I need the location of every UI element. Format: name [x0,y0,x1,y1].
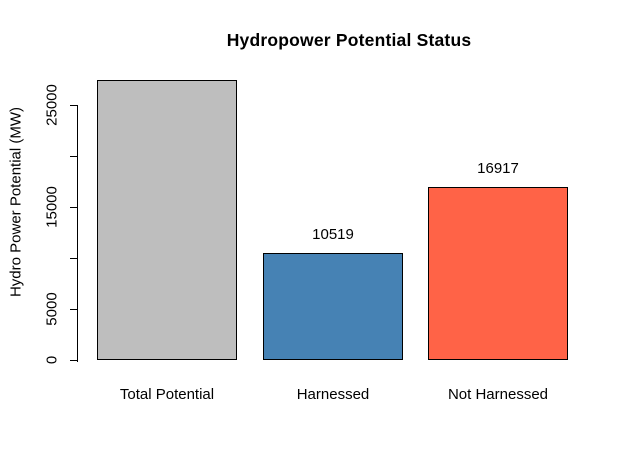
y-axis-tick [70,104,78,106]
bar-total-potential [97,80,237,360]
y-axis-tick-label: 5000 [43,292,61,326]
x-axis-category-label: Total Potential [119,386,215,403]
x-axis-category-label: Harnessed [296,386,370,403]
bar-value-label: 10519 [312,225,354,243]
y-axis-tick [70,359,78,361]
y-axis-title: Hydro Power Potential (MW) [7,106,25,298]
bar-harnessed [263,252,403,360]
y-axis-tick-label: 25000 [43,84,61,126]
y-axis-tick [70,308,78,310]
y-axis-tick [70,257,78,259]
y-axis-tick-label: 0 [43,355,61,365]
y-axis-tick [70,206,78,208]
chart-title: Hydropower Potential Status [226,30,472,50]
bar-value-label: 16917 [477,160,519,178]
y-axis-tick [70,155,78,157]
x-axis-category-label: Not Harnessed [447,386,549,403]
y-axis-tick-label: 15000 [43,186,61,228]
y-axis-line [76,105,78,362]
bar-not-harnessed [428,187,568,360]
